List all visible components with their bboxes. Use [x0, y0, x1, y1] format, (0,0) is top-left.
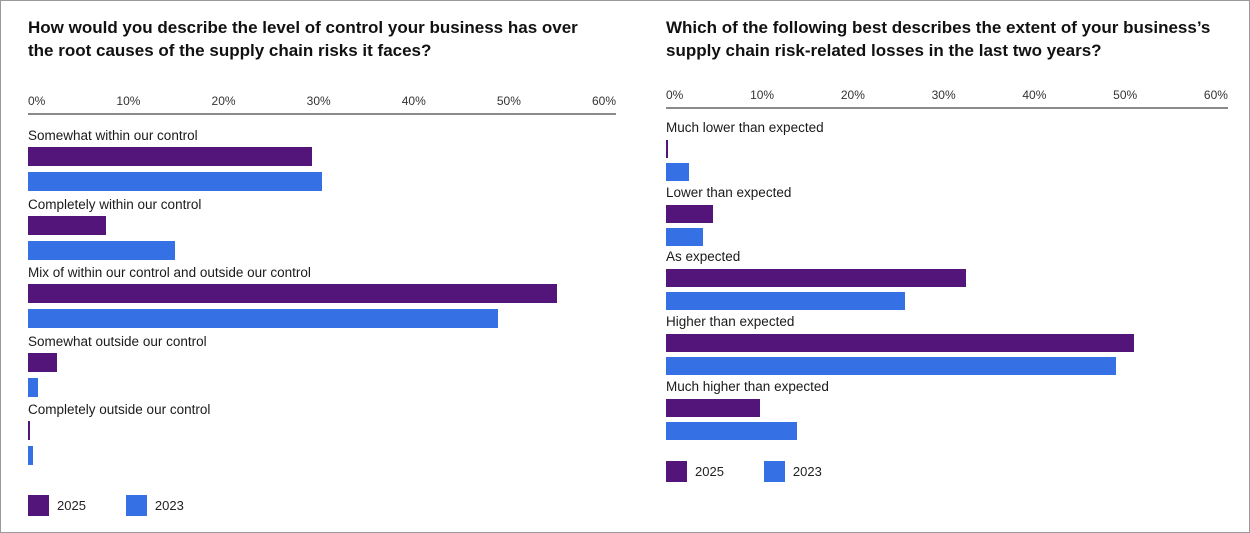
- bar-2025: [666, 140, 668, 158]
- category-label: Much lower than expected: [666, 120, 824, 135]
- legend: 2025 2023: [28, 495, 224, 516]
- bar-2025: [28, 421, 30, 440]
- x-tick-label: 50%: [1113, 88, 1138, 102]
- bar-2025: [666, 398, 760, 417]
- legend-item-2025: 2025: [666, 461, 724, 482]
- x-tick-label: 40%: [401, 94, 426, 108]
- chart-title: Which of the following best describes th…: [666, 16, 1250, 62]
- category-label: Completely outside our control: [28, 402, 211, 417]
- bar-2023: [666, 357, 1116, 376]
- bar-2025: [666, 269, 966, 288]
- legend-swatch-2023: [125, 495, 147, 516]
- legend-swatch-2023: [763, 461, 785, 482]
- bar-2023: [666, 292, 905, 311]
- bar-2025: [666, 204, 713, 223]
- chart-losses-extent: Which of the following best describes th…: [666, 0, 1228, 533]
- x-tick-label: 50%: [496, 94, 521, 108]
- chart-title-line: Which of the following best describes th…: [666, 18, 1211, 37]
- chart-title: How would you describe the level of cont…: [28, 16, 628, 62]
- bar-2025: [666, 334, 1135, 353]
- x-tick-label: 10%: [750, 88, 775, 102]
- legend-label: 2025: [57, 498, 86, 513]
- x-tick-label: 10%: [116, 94, 141, 108]
- category-label: Completely within our control: [28, 196, 202, 212]
- x-axis-line: [28, 113, 616, 115]
- legend-swatch-2025: [666, 461, 687, 482]
- bar-2023: [28, 172, 322, 191]
- x-tick-label: 30%: [931, 88, 956, 102]
- bar-2025: [28, 215, 107, 235]
- x-axis: 0% 10% 20% 30% 40% 50% 60%: [666, 88, 1228, 109]
- legend-item-2025: 2025: [28, 495, 86, 516]
- chart-control-level: How would you describe the level of cont…: [28, 0, 616, 533]
- bar-2025: [28, 147, 313, 166]
- x-tick-label: 60%: [1203, 88, 1228, 102]
- category-label: Higher than expected: [666, 314, 795, 330]
- bar-2023: [28, 240, 175, 260]
- chart-title-line: How would you describe the level of cont…: [28, 18, 578, 37]
- legend-label: 2023: [154, 498, 184, 513]
- x-tick-label: 0%: [28, 94, 46, 108]
- bar-2023: [666, 227, 704, 246]
- x-tick-label: 30%: [306, 94, 331, 108]
- category-label: Somewhat outside our control: [28, 333, 207, 349]
- legend-label: 2025: [695, 464, 724, 479]
- bar-2025: [28, 352, 58, 372]
- x-tick-label: 0%: [666, 88, 684, 102]
- legend-swatch-2025: [28, 495, 49, 516]
- category-label: Mix of within our control and outside ou…: [28, 265, 311, 280]
- bar-2023: [28, 309, 499, 328]
- x-axis-ticks: 0% 10% 20% 30% 40% 50% 60%: [666, 88, 1228, 102]
- x-axis: 0% 10% 20% 30% 40% 50% 60%: [28, 94, 616, 115]
- chart-title-line: supply chain risk-related losses in the …: [666, 41, 1102, 60]
- x-tick-label: 40%: [1022, 88, 1047, 102]
- chart-title-line: the root causes of the supply chain risk…: [28, 41, 432, 60]
- category-label: Much higher than expected: [666, 378, 829, 394]
- bar-2023: [666, 163, 690, 181]
- bar-2023: [666, 421, 798, 440]
- x-tick-label: 20%: [840, 88, 865, 102]
- x-axis-ticks: 0% 10% 20% 30% 40% 50% 60%: [28, 94, 616, 108]
- x-axis-line: [666, 107, 1228, 109]
- bar-2023: [28, 377, 38, 397]
- bar-2025: [28, 284, 558, 303]
- legend-item-2023: 2023: [763, 461, 822, 482]
- category-label: Somewhat within our control: [28, 128, 198, 143]
- legend-label: 2023: [792, 464, 822, 479]
- category-label: As expected: [666, 249, 741, 265]
- bar-2023: [28, 446, 33, 465]
- category-label: Lower than expected: [666, 184, 792, 200]
- legend-item-2023: 2023: [125, 495, 184, 516]
- x-tick-label: 20%: [211, 94, 236, 108]
- x-tick-label: 60%: [591, 94, 616, 108]
- legend: 2025 2023: [666, 461, 862, 482]
